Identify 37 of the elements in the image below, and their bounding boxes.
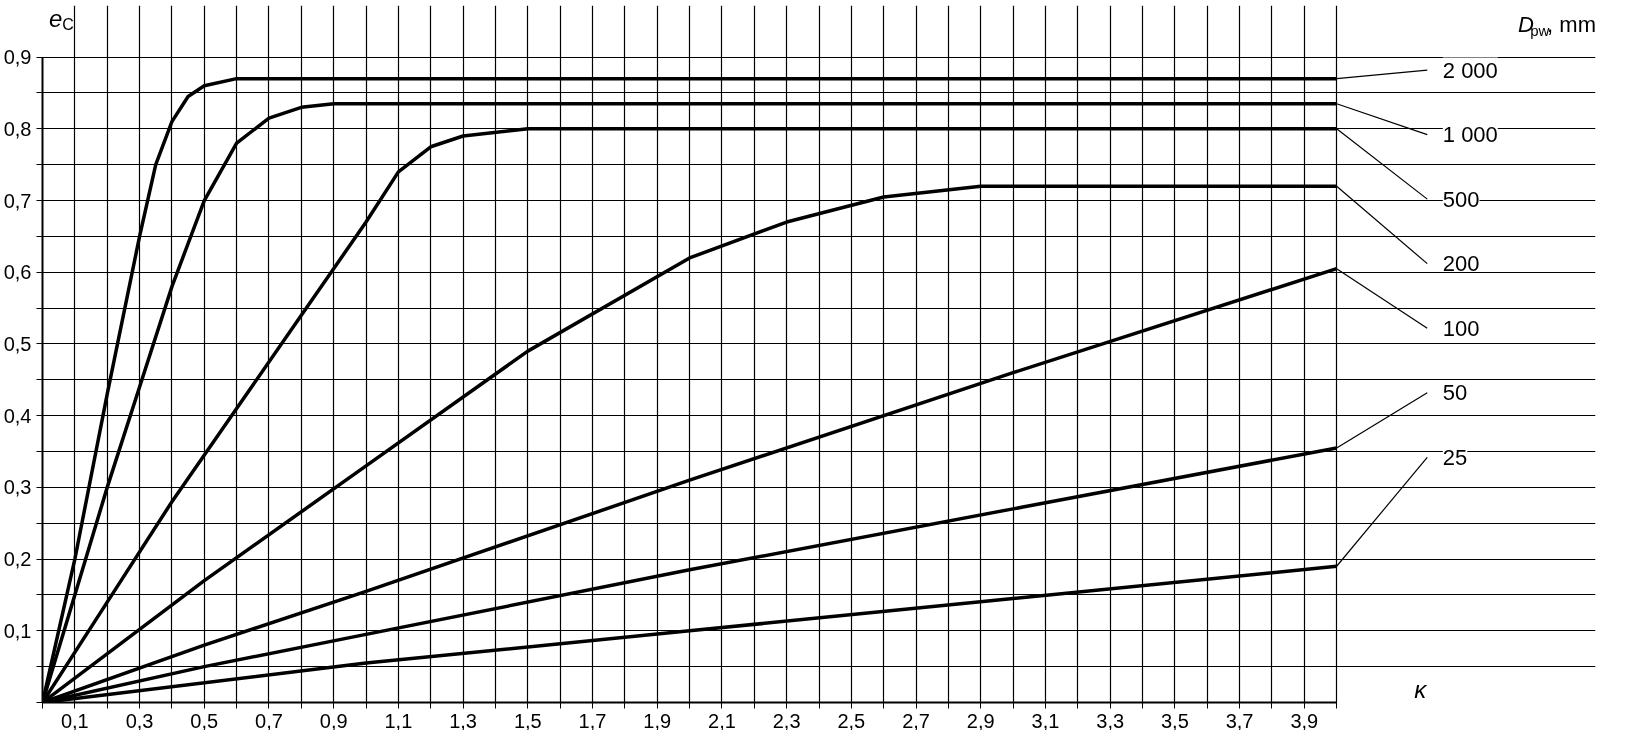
x-tick-label: 1,7 [578,709,607,732]
legend-label: 2 000 [1442,57,1498,83]
x-tick-label: 2,1 [708,709,736,732]
y-tick-label: 0,5 [3,332,32,355]
x-tick-label: 1,3 [449,709,478,732]
x-axis-title: κ [1414,676,1429,704]
x-tick-label: 1,5 [513,709,542,732]
x-tick-label: 1,9 [643,709,672,732]
text: 100 [1442,315,1480,341]
y-tick-label: 0,7 [3,189,32,212]
x-tick-label: 0,1 [60,709,89,732]
x-tick-label: 2,7 [902,709,930,732]
x-tick-label: 2,3 [772,709,801,732]
x-tick-label: 3,5 [1160,709,1189,732]
x-tick-label: 0,7 [255,709,283,732]
x-tick-label: 0,3 [125,709,154,732]
x-tick-label: 3,1 [1031,709,1060,732]
x-tick-label: 2,5 [837,709,866,732]
x-tick-label: 3,9 [1290,709,1319,732]
y-tick-label: 0,9 [3,46,32,69]
x-tick-label: 0,5 [190,709,219,732]
y-tick-label: 0,2 [3,548,32,571]
y-tick-label: 0,3 [3,476,32,499]
x-tick-label: 0,9 [319,709,348,732]
text: 25 [1442,444,1468,470]
text: 500 [1442,186,1480,212]
text: 1 000 [1442,122,1498,148]
y-tick-label: 0,4 [3,404,32,427]
y-tick-label: 0,1 [3,619,32,642]
x-tick-label: 2,9 [966,709,995,732]
x-tick-label: 3,7 [1225,709,1254,732]
y-tick-label: 0,8 [3,117,32,140]
text: 200 [1442,251,1480,277]
x-tick-label: 3,3 [1096,709,1125,732]
y-tick-label: 0,6 [3,261,32,284]
text: 50 [1442,380,1468,406]
x-tick-label: 1,1 [384,709,413,732]
